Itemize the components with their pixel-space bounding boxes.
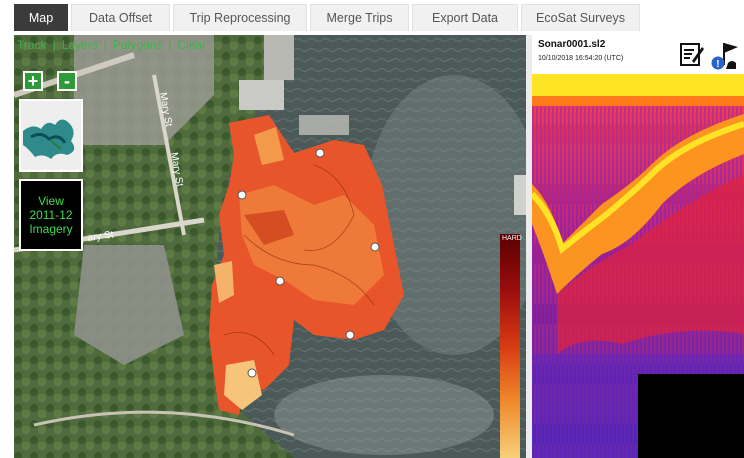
clear-link[interactable]: Clear [177,38,207,52]
sonar-timestamp: 10/10/2018 16:54:20 (UTC) [538,55,624,62]
edit-note-icon[interactable] [680,41,704,67]
svg-text:!: ! [716,59,719,70]
tab-merge-trips[interactable]: Merge Trips [310,4,409,31]
tab-data-offset[interactable]: Data Offset [71,4,170,31]
sonar-panel: Sonar0001.sl2 10/10/2018 16:54:20 (UTC) … [526,35,744,458]
tab-export-data[interactable]: Export Data [412,4,518,31]
sonar-overlay-box [638,374,744,458]
tab-bar: Map Data Offset Trip Reprocessing Merge … [0,0,744,33]
legend-label: HARD [502,235,522,242]
street-label: ary St [87,229,115,244]
imagery-line: Imagery [29,222,73,236]
map-links: Track | Layers | Polygons | Clear [17,38,206,52]
track-link[interactable]: Track [17,38,47,52]
tab-map[interactable]: Map [14,4,68,31]
hardness-legend [500,234,520,458]
imagery-line: 2011-12 [29,208,73,222]
map-view[interactable]: Mary St Mary St ary St Track | Layers | Poly… [14,35,526,458]
lake-overview-map [21,101,81,170]
sonar-filename: Sonar0001.sl2 [538,39,606,50]
imagery-line: View [38,194,64,208]
layers-link[interactable]: Layers [61,38,98,52]
zoom-in-button[interactable]: + [23,71,43,91]
zoom-out-button[interactable]: - [57,71,77,91]
tab-ecosat-surveys[interactable]: EcoSat Surveys [521,4,640,31]
link-separator: | [103,38,107,52]
link-separator: | [168,38,172,52]
satellite-map: Mary St Mary St ary St [14,35,526,458]
view-imagery-button[interactable]: View 2011-12 Imagery [19,179,83,251]
flag-info-icon[interactable]: ! [710,39,740,71]
polygons-link[interactable]: Polygons [112,38,163,52]
link-separator: | [52,38,56,52]
overview-thumbnail[interactable] [19,99,83,172]
sonar-image[interactable] [532,74,744,458]
tab-trip-reprocessing[interactable]: Trip Reprocessing [173,4,307,31]
